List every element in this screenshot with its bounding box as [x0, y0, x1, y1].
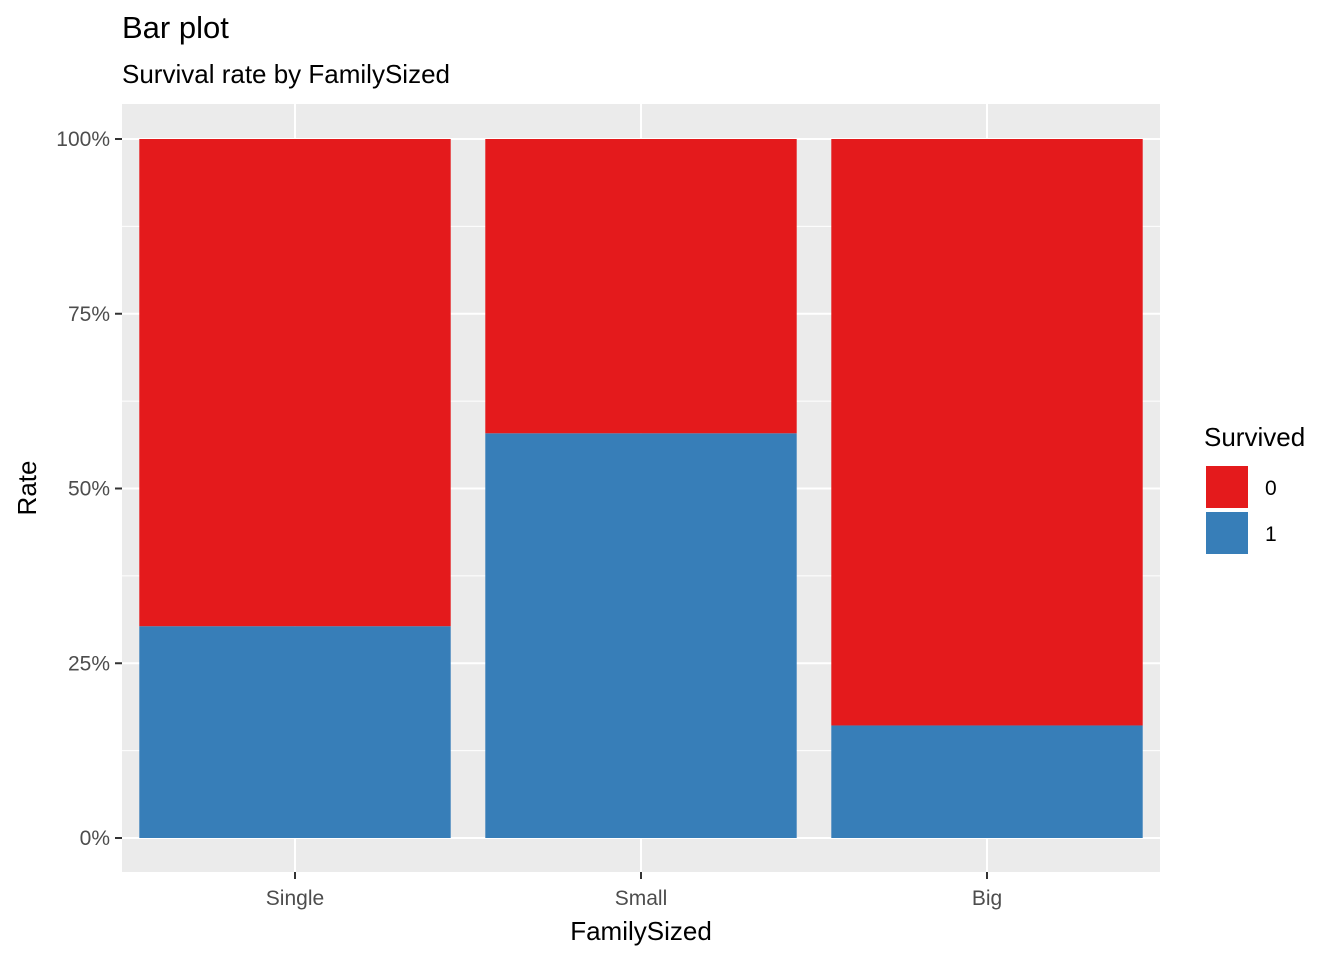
bar-single-survived-0 [139, 139, 451, 627]
x-tick-label: Big [972, 887, 1002, 910]
x-axis-title: FamilySized [570, 916, 712, 946]
bar-small-survived-1 [485, 433, 797, 838]
legend-key-1 [1206, 512, 1248, 554]
legend-title: Survived [1204, 422, 1305, 452]
x-tick-label: Small [615, 887, 668, 910]
bar-big-survived-1 [831, 725, 1143, 838]
y-tick-label: 75% [68, 303, 110, 326]
bar-single-survived-1 [139, 626, 451, 838]
x-tick-label: Single [266, 887, 324, 910]
chart-subtitle: Survival rate by FamilySized [122, 59, 450, 89]
y-tick-label: 25% [68, 652, 110, 675]
y-tick-label: 100% [56, 128, 110, 151]
bar-small-survived-0 [485, 139, 797, 434]
y-axis-title: Rate [12, 461, 42, 516]
chart-title: Bar plot [122, 10, 229, 45]
legend-label: 0 [1265, 477, 1277, 500]
y-tick-label: 50% [68, 478, 110, 501]
legend-key-0 [1206, 466, 1248, 508]
bar-big-survived-0 [831, 139, 1143, 726]
legend-label: 1 [1265, 523, 1277, 546]
y-tick-label: 0% [80, 827, 110, 850]
